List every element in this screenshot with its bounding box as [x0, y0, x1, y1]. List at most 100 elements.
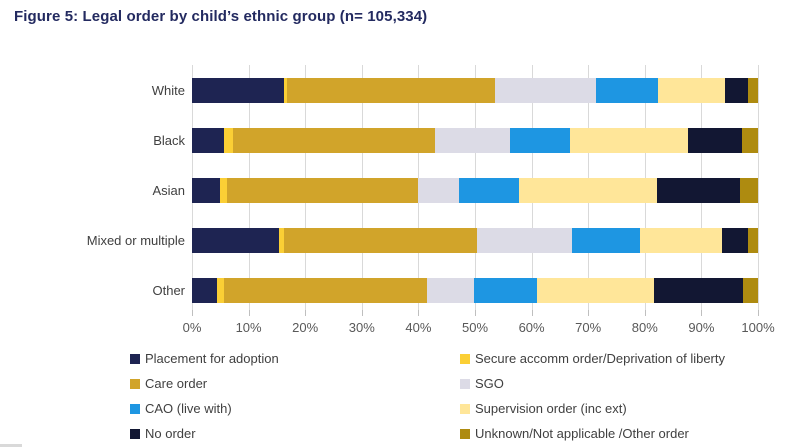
- axis-tick-mark: [475, 310, 476, 316]
- axis-tick-mark: [758, 310, 759, 316]
- bar-segment: [656, 178, 741, 203]
- axis-tick-mark: [192, 310, 193, 316]
- bar-segment: [748, 78, 758, 103]
- bar-segment: [476, 228, 572, 253]
- category-label: Asian: [152, 183, 185, 198]
- bar-segment: [217, 278, 225, 303]
- legend-label: Placement for adoption: [145, 351, 279, 366]
- legend-item: Placement for adoption: [130, 346, 279, 371]
- legend-item: Supervision order (inc ext): [460, 396, 725, 421]
- bar-segment: [639, 228, 723, 253]
- category-label: Other: [152, 283, 185, 298]
- x-axis-label: 30%: [348, 320, 375, 335]
- legend-column: Placement for adoption Care order CAO (liv…: [130, 346, 279, 446]
- bar-segment: [192, 178, 220, 203]
- x-axis-label: 0%: [182, 320, 202, 335]
- bar-row-mixed-or-multiple: [192, 228, 758, 253]
- legend-swatch-icon: [460, 353, 470, 364]
- bar-segment: [192, 278, 218, 303]
- bar-segment: [227, 178, 418, 203]
- bar-segment: [748, 228, 758, 253]
- bar-segment: [740, 178, 758, 203]
- x-axis-label: 90%: [688, 320, 715, 335]
- bar-segment: [510, 128, 571, 153]
- x-axis-label: 70%: [575, 320, 602, 335]
- axis-tick-mark: [531, 310, 533, 316]
- x-axis-label: 60%: [518, 320, 545, 335]
- bar-segment: [722, 228, 749, 253]
- legend-item: CAO (live with): [130, 396, 279, 421]
- bar-segment: [435, 128, 511, 153]
- x-axis-label: 50%: [461, 320, 489, 335]
- bar-segment: [688, 128, 743, 153]
- axis-tick-mark: [305, 310, 307, 316]
- bar-row-other: [192, 278, 758, 303]
- category-label: White: [151, 83, 185, 98]
- legend-item: Unknown/Not applicable /Other order: [460, 421, 725, 446]
- bar-segment: [473, 278, 537, 303]
- bar-row-asian: [192, 178, 758, 203]
- category-label: Mixed or multiple: [86, 233, 185, 248]
- legend-swatch-icon: [460, 428, 470, 439]
- legend-swatch-icon: [130, 428, 140, 439]
- axis-tick-mark: [418, 310, 420, 316]
- legend-label: Unknown/Not applicable /Other order: [475, 426, 689, 441]
- bar-segment: [495, 78, 596, 103]
- legend-item: Care order: [130, 371, 279, 396]
- bar-segment: [283, 78, 288, 103]
- legend-label: CAO (live with): [145, 401, 232, 416]
- x-axis-label: 10%: [235, 320, 262, 335]
- plot-area: [192, 65, 759, 316]
- bar-segment: [595, 78, 659, 103]
- legend-swatch-icon: [130, 353, 140, 364]
- legend-label: Supervision order (inc ext): [475, 401, 627, 416]
- legend-label: No order: [145, 426, 196, 441]
- x-axis-label: 40%: [405, 320, 432, 335]
- bar-segment: [224, 278, 427, 303]
- category-label: Black: [153, 133, 185, 148]
- bar-segment: [219, 178, 228, 203]
- bar-segment: [224, 128, 233, 153]
- bar-row-white: [192, 78, 758, 103]
- chart-title: Figure 5: Legal order by child’s ethnic …: [14, 8, 428, 25]
- legend-column: Secure accomm order/Deprivation of liber…: [460, 346, 725, 446]
- legend-label: Secure accomm order/Deprivation of liber…: [475, 351, 725, 366]
- legend-swatch-icon: [130, 378, 140, 389]
- bar-segment: [192, 78, 284, 103]
- axis-tick-mark: [361, 310, 363, 316]
- x-axis-label: 100%: [741, 320, 775, 335]
- bar-segment: [654, 278, 743, 303]
- legend-swatch-icon: [130, 403, 140, 414]
- axis-tick-mark: [701, 310, 703, 316]
- bar-segment: [725, 78, 749, 103]
- bar-segment: [571, 228, 640, 253]
- x-axis-label: 20%: [292, 320, 319, 335]
- gridline: [758, 65, 759, 310]
- bar-segment: [458, 178, 520, 203]
- bar-segment: [279, 228, 284, 253]
- legend-label: SGO: [475, 376, 504, 391]
- bar-row-black: [192, 128, 758, 153]
- bar-segment: [417, 178, 459, 203]
- bar-segment: [570, 128, 689, 153]
- bar-segment: [519, 178, 657, 203]
- page-edge-artifact: [0, 444, 22, 447]
- legend-item: Secure accomm order/Deprivation of liber…: [460, 346, 725, 371]
- bar-segment: [426, 278, 474, 303]
- bar-segment: [192, 228, 280, 253]
- axis-tick-mark: [248, 310, 250, 316]
- bar-segment: [283, 228, 477, 253]
- legend-item: No order: [130, 421, 279, 446]
- legend-item: SGO: [460, 371, 725, 396]
- bar-segment: [742, 128, 758, 153]
- bar-segment: [742, 278, 758, 303]
- x-axis-label: 80%: [631, 320, 658, 335]
- legend-swatch-icon: [460, 378, 470, 389]
- bar-segment: [658, 78, 726, 103]
- bar-segment: [536, 278, 655, 303]
- legend-swatch-icon: [460, 403, 470, 414]
- bar-segment: [232, 128, 436, 153]
- legend-label: Care order: [145, 376, 208, 391]
- axis-tick-mark: [588, 310, 590, 316]
